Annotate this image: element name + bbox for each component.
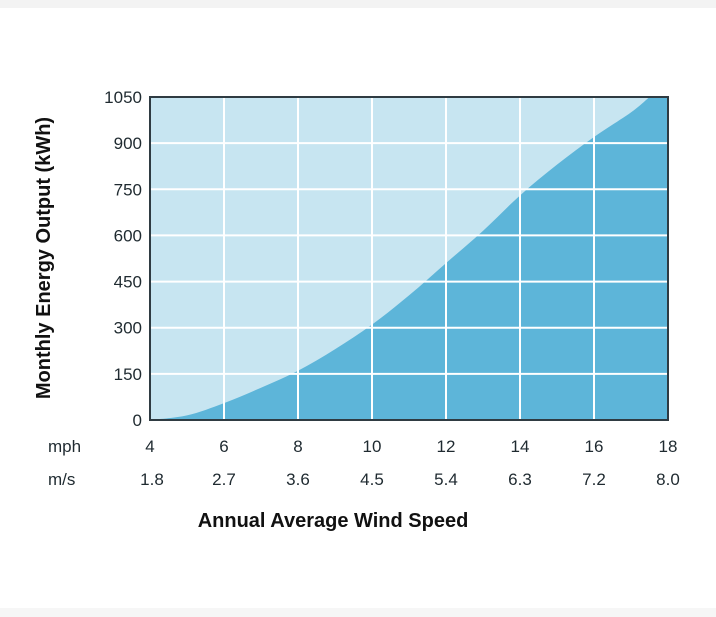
- plot-frame: [149, 96, 669, 421]
- x-tick-label-ms: 6.3: [508, 470, 532, 489]
- x-tick-label-ms: 5.4: [434, 470, 458, 489]
- y-tick-labels: 0 150 300 450 600 750 900 1050: [104, 88, 142, 430]
- y-tick-label: 750: [114, 180, 142, 199]
- x-tick-label-ms: 8.0: [656, 470, 680, 489]
- x-tick-label-mph: 14: [511, 437, 530, 456]
- x-tick-label-ms: 2.7: [212, 470, 236, 489]
- x-axis-title: Annual Average Wind Speed: [198, 510, 469, 532]
- grid-overlay: [150, 97, 668, 420]
- y-tick-label: 450: [114, 273, 142, 292]
- y-tick-label: 150: [114, 365, 142, 384]
- x-tick-label-ms: 7.2: [582, 470, 606, 489]
- x-tick-label-mph: 4: [145, 437, 154, 456]
- x-tick-labels: 4 1.8 6 2.7 8 3.6 10 4.5 12 5.4 14 6.3 16 7.2 18 8.0: [140, 437, 680, 489]
- x-tick-label-mph: 18: [659, 437, 678, 456]
- x-unit-mph-label: mph: [48, 437, 81, 456]
- x-tick-label-mph: 10: [363, 437, 382, 456]
- energy-output-area: [150, 97, 668, 420]
- y-tick-label: 900: [114, 134, 142, 153]
- x-tick-label-ms: 3.6: [286, 470, 310, 489]
- x-tick-label-mph: 6: [219, 437, 228, 456]
- x-tick-label-ms: 1.8: [140, 470, 164, 489]
- x-tick-label-mph: 16: [585, 437, 604, 456]
- y-tick-label: 1050: [104, 88, 142, 107]
- x-tick-label-mph: 12: [437, 437, 456, 456]
- bottom-band: [0, 608, 716, 617]
- x-unit-ms-label: m/s: [48, 470, 75, 489]
- x-tick-label-ms: 4.5: [360, 470, 384, 489]
- y-tick-label: 600: [114, 226, 142, 245]
- y-tick-label: 300: [114, 319, 142, 338]
- y-axis-title: Monthly Energy Output (kWh): [33, 117, 55, 399]
- x-tick-label-mph: 8: [293, 437, 302, 456]
- y-tick-label: 0: [133, 411, 142, 430]
- top-band: [0, 0, 716, 8]
